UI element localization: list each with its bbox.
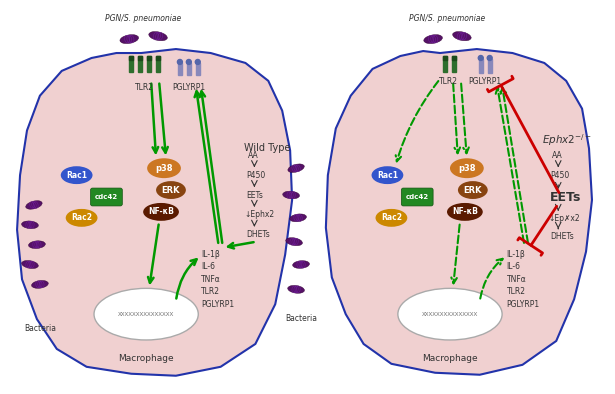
Polygon shape [17,49,292,376]
Text: AA: AA [248,151,259,160]
Ellipse shape [290,214,306,222]
Bar [443,56,447,72]
Text: PGN/S. pneumoniae: PGN/S. pneumoniae [105,14,181,23]
Text: NF-κB: NF-κB [148,207,174,216]
Text: Rac2: Rac2 [381,214,402,222]
Ellipse shape [293,261,309,268]
Ellipse shape [147,158,181,178]
Text: PGLYRP1: PGLYRP1 [172,83,205,92]
Bar [129,56,133,72]
Text: p38: p38 [155,164,173,173]
Ellipse shape [453,32,471,41]
Text: IL-1β
IL-6
TNFα
TLR2
PGLYRP1: IL-1β IL-6 TNFα TLR2 PGLYRP1 [200,250,234,309]
Text: DHETs: DHETs [247,230,270,239]
Text: EETs: EETs [550,191,582,204]
Bar [452,56,456,60]
Text: EETs: EETs [247,191,263,199]
Text: XXXXXXXXXXXXXXX: XXXXXXXXXXXXXXX [118,312,174,317]
Bar [187,63,191,76]
Ellipse shape [288,164,304,173]
Bar [156,56,159,60]
Ellipse shape [458,181,488,199]
Text: Rac1: Rac1 [377,171,398,180]
Ellipse shape [22,260,38,269]
Bar [146,56,151,72]
Ellipse shape [376,209,407,227]
Ellipse shape [487,56,492,60]
Text: ↓Ep✗x2: ↓Ep✗x2 [549,214,580,223]
Ellipse shape [424,35,442,44]
Text: $\it{Ephx2^{-/-}}$: $\it{Ephx2^{-/-}}$ [542,132,592,148]
Text: cdc42: cdc42 [406,194,429,200]
Text: DHETs: DHETs [550,232,574,241]
Bar [146,56,151,60]
Text: P450: P450 [550,171,569,180]
Text: P450: P450 [247,171,266,180]
Ellipse shape [286,238,303,246]
FancyBboxPatch shape [402,188,433,206]
Ellipse shape [156,181,186,199]
Bar [156,56,159,72]
Ellipse shape [149,32,167,41]
Ellipse shape [186,59,191,65]
Ellipse shape [28,241,46,249]
Ellipse shape [398,288,502,340]
Text: IL-1β
IL-6
TNFα
TLR2
PGLYRP1: IL-1β IL-6 TNFα TLR2 PGLYRP1 [507,250,540,309]
Text: PGN/S. pneumoniae: PGN/S. pneumoniae [409,14,485,23]
Bar [488,59,491,73]
Ellipse shape [94,288,198,340]
Bar [178,63,182,76]
Bar [138,56,141,72]
Ellipse shape [478,56,483,60]
Text: ERK: ERK [464,186,482,195]
Ellipse shape [26,201,42,209]
Text: Bacteria: Bacteria [285,314,317,323]
Ellipse shape [196,59,200,65]
Text: NF-κB: NF-κB [452,207,478,216]
Text: Rac2: Rac2 [71,214,92,222]
Text: TLR2: TLR2 [135,83,154,92]
Bar [479,59,483,73]
Text: AA: AA [552,151,563,160]
Text: p38: p38 [458,164,475,173]
Text: ERK: ERK [162,186,180,195]
FancyBboxPatch shape [90,188,122,206]
Text: Bacteria: Bacteria [24,324,56,333]
Bar [196,63,200,76]
Ellipse shape [143,203,179,221]
Bar [452,56,456,72]
Ellipse shape [61,166,92,184]
Ellipse shape [22,221,38,229]
Text: Macrophage: Macrophage [118,354,174,363]
Text: Macrophage: Macrophage [422,354,478,363]
Text: ↓Ephx2: ↓Ephx2 [244,210,274,219]
Text: PGLYRP1: PGLYRP1 [468,77,501,86]
Bar [129,56,133,60]
Bar [443,56,447,60]
Ellipse shape [371,166,403,184]
Ellipse shape [177,59,183,65]
Ellipse shape [66,209,98,227]
Text: Wild Type: Wild Type [244,143,290,153]
Text: XXXXXXXXXXXXXXX: XXXXXXXXXXXXXXX [422,312,478,317]
Text: cdc42: cdc42 [95,194,118,200]
Bar [138,56,141,60]
Ellipse shape [120,35,138,44]
Text: TLR2: TLR2 [438,77,458,86]
Ellipse shape [31,281,48,288]
Ellipse shape [447,203,483,221]
Ellipse shape [288,285,304,293]
Polygon shape [326,49,592,375]
Ellipse shape [450,158,484,178]
Text: Rac1: Rac1 [66,171,87,180]
Ellipse shape [283,191,300,199]
